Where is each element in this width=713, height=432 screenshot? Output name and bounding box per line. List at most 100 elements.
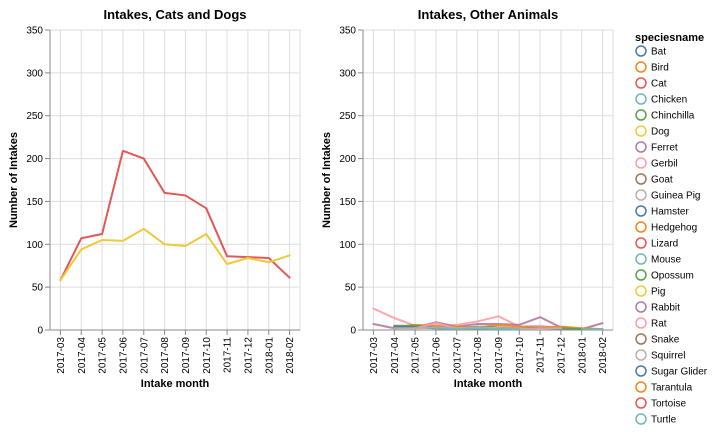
x-tick-label: 2017-06 xyxy=(431,337,442,374)
y-tick-label: 250 xyxy=(339,111,356,122)
legend-title: speciesname xyxy=(635,32,704,44)
legend-item-ferret: Ferret xyxy=(635,141,678,154)
legend-label: Chicken xyxy=(651,95,687,106)
legend-item-cat: Cat xyxy=(635,77,667,90)
legend-label: Tortoise xyxy=(651,399,686,410)
legend-label: Ferret xyxy=(651,143,678,154)
legend-symbol xyxy=(635,397,647,409)
legend-symbol xyxy=(635,157,647,169)
legend-symbol xyxy=(635,189,647,201)
series-line-dog xyxy=(59,227,291,282)
legend-symbol xyxy=(635,77,647,89)
legend-item-turtle: Turtle xyxy=(635,413,677,426)
legend-label: Hedgehog xyxy=(651,223,697,234)
x-axis-title: Intake month xyxy=(454,378,523,390)
y-tick-label: 350 xyxy=(26,26,43,37)
legend-label: Turtle xyxy=(651,415,677,426)
legend-label: Opossum xyxy=(651,271,694,282)
legend-item-rabbit: Rabbit xyxy=(635,301,680,314)
y-tick-label: 200 xyxy=(339,154,356,165)
legend-symbol xyxy=(635,205,647,217)
x-tick-label: 2017-04 xyxy=(77,337,88,374)
legend-item-hamster: Hamster xyxy=(635,205,689,218)
legend-symbol xyxy=(635,301,647,313)
legend-symbol xyxy=(635,269,647,281)
legend-item-pig: Pig xyxy=(635,285,665,298)
x-tick-label: 2017-05 xyxy=(411,337,422,374)
legend-symbol xyxy=(635,317,647,329)
y-tick-label: 0 xyxy=(350,326,356,337)
legend-symbol xyxy=(635,237,647,249)
legend-item-squirrel: Squirrel xyxy=(635,349,685,362)
legend-symbol xyxy=(635,45,647,57)
legend-item-snake: Snake xyxy=(635,333,680,346)
legend-symbol xyxy=(635,173,647,185)
legend-item-tarantula: Tarantula xyxy=(635,381,693,394)
legend-label: Mouse xyxy=(651,255,681,266)
legend-symbol xyxy=(635,285,647,297)
legend-label: Goat xyxy=(651,175,673,186)
x-tick-label: 2017-03 xyxy=(56,337,67,374)
x-tick-label: 2018-02 xyxy=(285,337,296,374)
legend-item-gerbil: Gerbil xyxy=(635,157,678,170)
legend-symbol xyxy=(635,413,647,425)
legend-symbol xyxy=(635,125,647,137)
legend-label: Rat xyxy=(651,319,667,330)
legend-item-tortoise: Tortoise xyxy=(635,397,686,410)
y-tick-label: 50 xyxy=(345,283,357,294)
legend-label: Dog xyxy=(651,127,669,138)
x-tick-label: 2017-08 xyxy=(160,337,171,374)
legend-item-goat: Goat xyxy=(635,173,673,186)
y-tick-label: 100 xyxy=(26,240,43,251)
legend-item-sugar-glider: Sugar Glider xyxy=(635,365,708,378)
x-axis-title: Intake month xyxy=(141,378,210,390)
y-tick-label: 0 xyxy=(37,326,43,337)
legend-item-bat: Bat xyxy=(635,45,666,58)
legend-item-chicken: Chicken xyxy=(635,93,687,106)
legend: speciesname Bat Bird Cat Chicken Chinchilla Do… xyxy=(635,32,708,426)
legend-item-chinchilla: Chinchilla xyxy=(635,109,695,122)
y-tick-label: 350 xyxy=(339,26,356,37)
legend-symbol xyxy=(635,61,647,73)
legend-symbol xyxy=(635,141,647,153)
panel-other: 0 50 100 150 200 250 300 350 2017-03 2017-04 2017-… xyxy=(321,7,614,390)
legend-symbol xyxy=(635,381,647,393)
series-line-chicken xyxy=(434,327,604,331)
legend-item-dog: Dog xyxy=(635,125,669,138)
legend-label: Tarantula xyxy=(651,383,693,394)
legend-label: Cat xyxy=(651,79,667,90)
chart-title: Intakes, Cats and Dogs xyxy=(103,7,246,22)
x-tick-label: 2017-03 xyxy=(369,337,380,374)
legend-item-bird: Bird xyxy=(635,61,669,74)
legend-label: Guinea Pig xyxy=(651,191,700,202)
x-tick-label: 2017-09 xyxy=(181,337,192,374)
legend-label: Rabbit xyxy=(651,303,680,314)
legend-symbol xyxy=(635,349,647,361)
x-tick-label: 2017-11 xyxy=(536,337,547,373)
x-tick-label: 2017-10 xyxy=(202,337,213,374)
legend-symbol xyxy=(635,253,647,265)
x-tick-label: 2017-12 xyxy=(243,337,254,374)
legend-symbol xyxy=(635,333,647,345)
chart-title: Intakes, Other Animals xyxy=(418,7,558,22)
panel-cats-dogs: 0 50 100 150 200 250 300 350 2017-03 2017-04 2017-… xyxy=(8,7,301,390)
legend-label: Sugar Glider xyxy=(651,367,708,378)
legend-item-opossum: Opossum xyxy=(635,269,694,282)
legend-label: Lizard xyxy=(651,239,678,250)
y-axis-title: Number of Intakes xyxy=(321,132,333,228)
x-tick-label: 2018-01 xyxy=(577,337,588,374)
x-tick-label: 2017-11 xyxy=(223,337,234,373)
x-tick-label: 2017-09 xyxy=(494,337,505,374)
legend-symbol xyxy=(635,365,647,377)
x-tick-label: 2017-05 xyxy=(98,337,109,374)
y-tick-label: 250 xyxy=(26,111,43,122)
x-tick-label: 2017-04 xyxy=(390,337,401,374)
legend-label: Bird xyxy=(651,63,669,74)
legend-label: Snake xyxy=(651,335,680,346)
legend-item-lizard: Lizard xyxy=(635,237,678,250)
y-axis-title: Number of Intakes xyxy=(8,132,20,228)
x-tick-label: 2017-12 xyxy=(556,337,567,374)
legend-label: Squirrel xyxy=(651,351,685,362)
